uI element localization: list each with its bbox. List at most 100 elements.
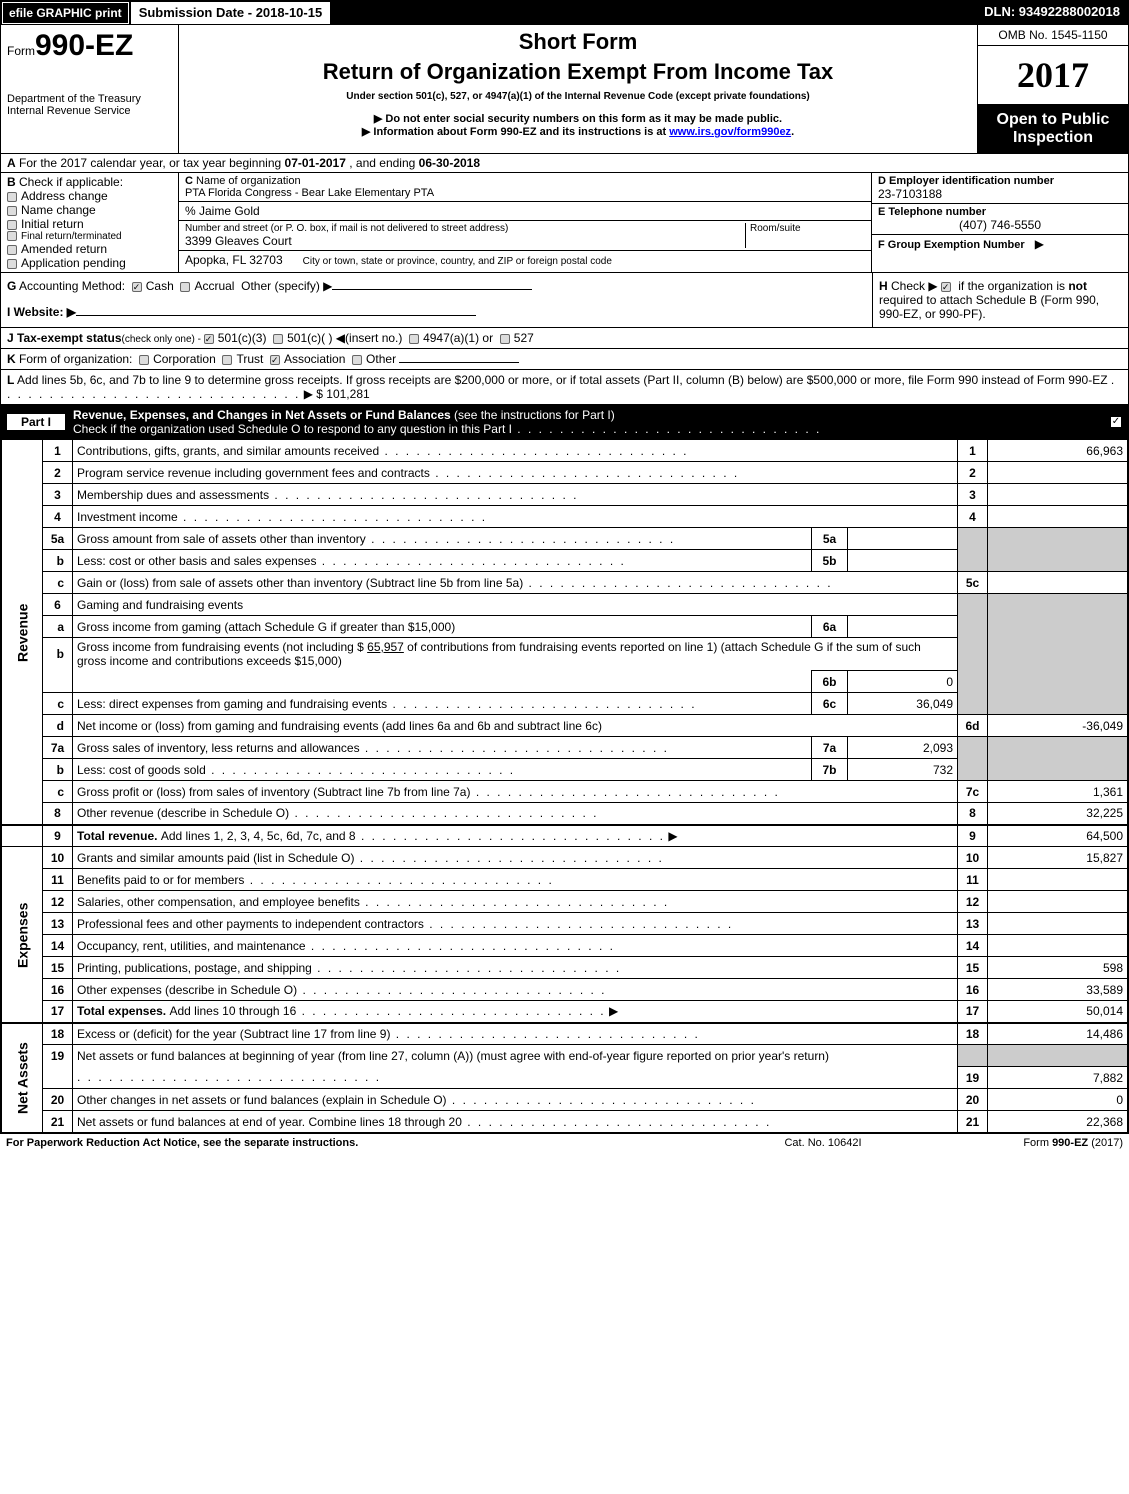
checkbox-h[interactable]	[941, 282, 951, 292]
expenses-side-label: Expenses	[2, 847, 43, 1023]
h-text3: required to attach Schedule B (Form 990,…	[879, 293, 1099, 321]
line-9-num: 9	[43, 825, 73, 847]
line-7b-mnum: 7b	[812, 759, 848, 781]
line-19-val: 7,882	[988, 1067, 1128, 1089]
info-about-line: ▶ Information about Form 990-EZ and its …	[185, 125, 971, 138]
line-20-rnum: 20	[958, 1089, 988, 1111]
checkbox-corporation[interactable]	[139, 355, 149, 365]
line-9-desc2: Add lines 1, 2, 3, 4, 5c, 6d, 7c, and 8	[161, 829, 356, 843]
cash-label: Cash	[146, 279, 174, 293]
line-5c: c Gain or (loss) from sale of assets oth…	[2, 572, 1128, 594]
label-b: B	[7, 175, 16, 189]
line-6d-val: -36,049	[988, 715, 1128, 737]
footer-paperwork: For Paperwork Reduction Act Notice, see …	[6, 1137, 723, 1149]
line-2-val	[988, 462, 1128, 484]
row-a-tax-year: A For the 2017 calendar year, or tax yea…	[1, 154, 1128, 173]
line-1: Revenue 1 Contributions, gifts, grants, …	[2, 440, 1128, 462]
line-17-rnum: 17	[958, 1001, 988, 1023]
checkbox-final-return[interactable]	[7, 231, 17, 241]
line-14: 14 Occupancy, rent, utilities, and maint…	[2, 935, 1128, 957]
final-return-label: Final return/terminated	[21, 231, 122, 242]
line-8-val: 32,225	[988, 803, 1128, 825]
checkbox-part-1-schedule-o[interactable]	[1110, 416, 1122, 428]
gh-left: G Accounting Method: Cash Accrual Other …	[1, 273, 872, 327]
line-15-desc: Printing, publications, postage, and shi…	[77, 961, 312, 975]
checkbox-initial-return[interactable]	[7, 220, 17, 230]
checkbox-trust[interactable]	[222, 355, 232, 365]
checkbox-name-change[interactable]	[7, 206, 17, 216]
part-1-title: Revenue, Expenses, and Changes in Net As…	[73, 408, 1110, 436]
row-a-text1: For the 2017 calendar year, or tax year …	[16, 156, 285, 170]
dln-number: DLN: 93492288002018	[976, 1, 1128, 25]
line-18-rnum: 18	[958, 1023, 988, 1045]
checkbox-501c[interactable]	[273, 334, 283, 344]
form-header: Form990-EZ Department of the Treasury In…	[1, 25, 1128, 154]
line-6d-desc: Net income or (loss) from gaming and fun…	[73, 715, 958, 737]
efile-print-button[interactable]: efile GRAPHIC print	[2, 2, 129, 24]
line-13-val	[988, 913, 1128, 935]
checkbox-4947[interactable]	[409, 334, 419, 344]
l-text: Add lines 5b, 6c, and 7b to line 9 to de…	[14, 373, 1107, 387]
line-5a-rshade	[958, 528, 988, 550]
part-1-subtitle: (see the instructions for Part I)	[454, 408, 615, 422]
line-13-num: 13	[43, 913, 73, 935]
checkbox-accrual[interactable]	[180, 282, 190, 292]
line-20-val: 0	[988, 1089, 1128, 1111]
line-15-val: 598	[988, 957, 1128, 979]
trust-label: Trust	[236, 352, 263, 366]
top-bar-spacer	[331, 1, 976, 25]
line-5c-num: c	[43, 572, 73, 594]
revenue-side-label: Revenue	[2, 440, 43, 825]
line-21-num: 21	[43, 1111, 73, 1133]
line-7b: b Less: cost of goods sold 7b 732	[2, 759, 1128, 781]
line-6a-mnum: 6a	[812, 616, 848, 638]
checkbox-527[interactable]	[500, 334, 510, 344]
row-j-tax-exempt: J Tax-exempt status(check only one) - 50…	[1, 328, 1128, 349]
line-5a-mval	[848, 528, 958, 550]
line-14-num: 14	[43, 935, 73, 957]
line-1-num: 1	[43, 440, 73, 462]
line-7a: 7a Gross sales of inventory, less return…	[2, 737, 1128, 759]
name-change-label: Name change	[21, 203, 96, 217]
open-to-public: Open to Public Inspection	[978, 105, 1128, 153]
line-5a-num: 5a	[43, 528, 73, 550]
city-state-zip: Apopka, FL 32703	[185, 253, 283, 267]
checkbox-501c3[interactable]	[204, 334, 214, 344]
line-14-desc: Occupancy, rent, utilities, and maintena…	[77, 939, 306, 953]
line-7a-mnum: 7a	[812, 737, 848, 759]
pct-name: % Jaime Gold	[179, 202, 871, 221]
line-5c-rnum: 5c	[958, 572, 988, 594]
line-7c: c Gross profit or (loss) from sales of i…	[2, 781, 1128, 803]
line-4-num: 4	[43, 506, 73, 528]
label-c: C	[185, 175, 193, 187]
line-1-desc: Contributions, gifts, grants, and simila…	[77, 444, 379, 458]
checkbox-amended-return[interactable]	[7, 245, 17, 255]
line-4: 4 Investment income 4	[2, 506, 1128, 528]
info-about-prefix: ▶ Information about Form 990-EZ and its …	[362, 126, 669, 138]
h-text1: Check ▶	[888, 279, 941, 293]
checkbox-cash[interactable]	[132, 282, 142, 292]
form-title: Return of Organization Exempt From Incom…	[185, 59, 971, 85]
label-d: D Employer identification number	[878, 175, 1054, 187]
opt-501c: 501(c)( ) ◀(insert no.)	[287, 331, 402, 345]
line-2: 2 Program service revenue including gove…	[2, 462, 1128, 484]
line-13: 13 Professional fees and other payments …	[2, 913, 1128, 935]
label-i: I Website: ▶	[7, 305, 76, 319]
submission-date: Submission Date - 2018-10-15	[130, 1, 332, 25]
footer-cat-no: Cat. No. 10642I	[723, 1137, 923, 1149]
checkbox-other-org[interactable]	[352, 355, 362, 365]
label-j: J Tax-exempt status	[7, 331, 122, 345]
line-16-num: 16	[43, 979, 73, 1001]
f-arrow: ▶	[1035, 237, 1044, 251]
info-url-link[interactable]: www.irs.gov/form990ez	[669, 126, 791, 138]
line-12-val	[988, 891, 1128, 913]
line-6d-rnum: 6d	[958, 715, 988, 737]
line-4-desc: Investment income	[77, 510, 178, 524]
line-3-desc: Membership dues and assessments	[77, 488, 269, 502]
street-address: 3399 Gleaves Court	[185, 234, 745, 248]
other-org-label: Other	[366, 352, 396, 366]
checkbox-association[interactable]	[270, 355, 280, 365]
checkbox-address-change[interactable]	[7, 192, 17, 202]
begin-date: 07-01-2017	[285, 156, 346, 170]
checkbox-app-pending[interactable]	[7, 259, 17, 269]
